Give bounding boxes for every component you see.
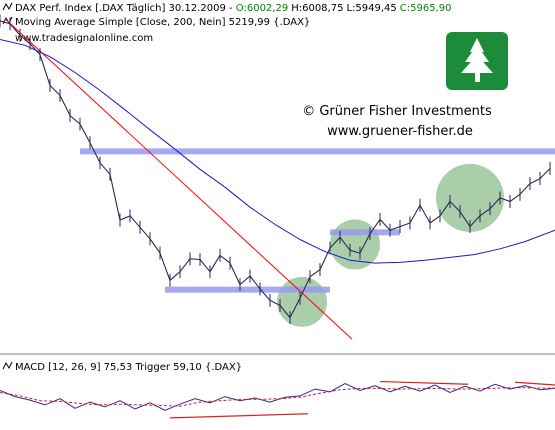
header-open: O:6002,29	[236, 3, 288, 14]
header-low: L:5949,45	[346, 3, 396, 14]
line-chart-icon	[2, 2, 13, 11]
svg-text:DAX Perf. Index [.DAX Täglich: DAX Perf. Index [.DAX Täglich] 30.12.200…	[15, 3, 451, 14]
header-prefix: DAX Perf. Index [.DAX Täglich] 30.12.200…	[15, 3, 236, 14]
source-label: www.tradesignalonline.com	[15, 33, 153, 44]
tree-icon	[461, 38, 493, 82]
line-chart-icon	[2, 361, 13, 370]
macd-trigger-line	[0, 387, 555, 407]
divergence-line	[514, 381, 555, 386]
header-high: H:6008,75	[291, 3, 343, 14]
price-panel	[0, 14, 555, 340]
macd-line	[0, 383, 555, 411]
header-close: C:5965,90	[400, 3, 452, 14]
highlight-circle	[330, 219, 380, 270]
divergence-line	[169, 413, 309, 419]
macd-label: MACD [12, 26, 9] 75,53 Trigger 59,10 {.D…	[15, 362, 242, 373]
watermark-company: © Grüner Fisher Investments	[302, 104, 492, 119]
highlight-circle	[436, 163, 504, 232]
watermark-url: www.gruener-fisher.de	[327, 124, 473, 139]
downtrend-line	[4, 18, 353, 340]
highlight-circle	[277, 276, 327, 327]
macd-panel	[0, 380, 555, 419]
price-line	[0, 20, 551, 319]
macd-legend: MACD [12, 26, 9] 75,53 Trigger 59,10 {.D…	[2, 361, 242, 373]
gruener-fisher-logo	[446, 32, 508, 90]
moving-average-label: Moving Average Simple [Close, 200, Nein]…	[15, 17, 310, 28]
moving-average-line	[0, 39, 555, 264]
divergence-line	[379, 380, 469, 385]
